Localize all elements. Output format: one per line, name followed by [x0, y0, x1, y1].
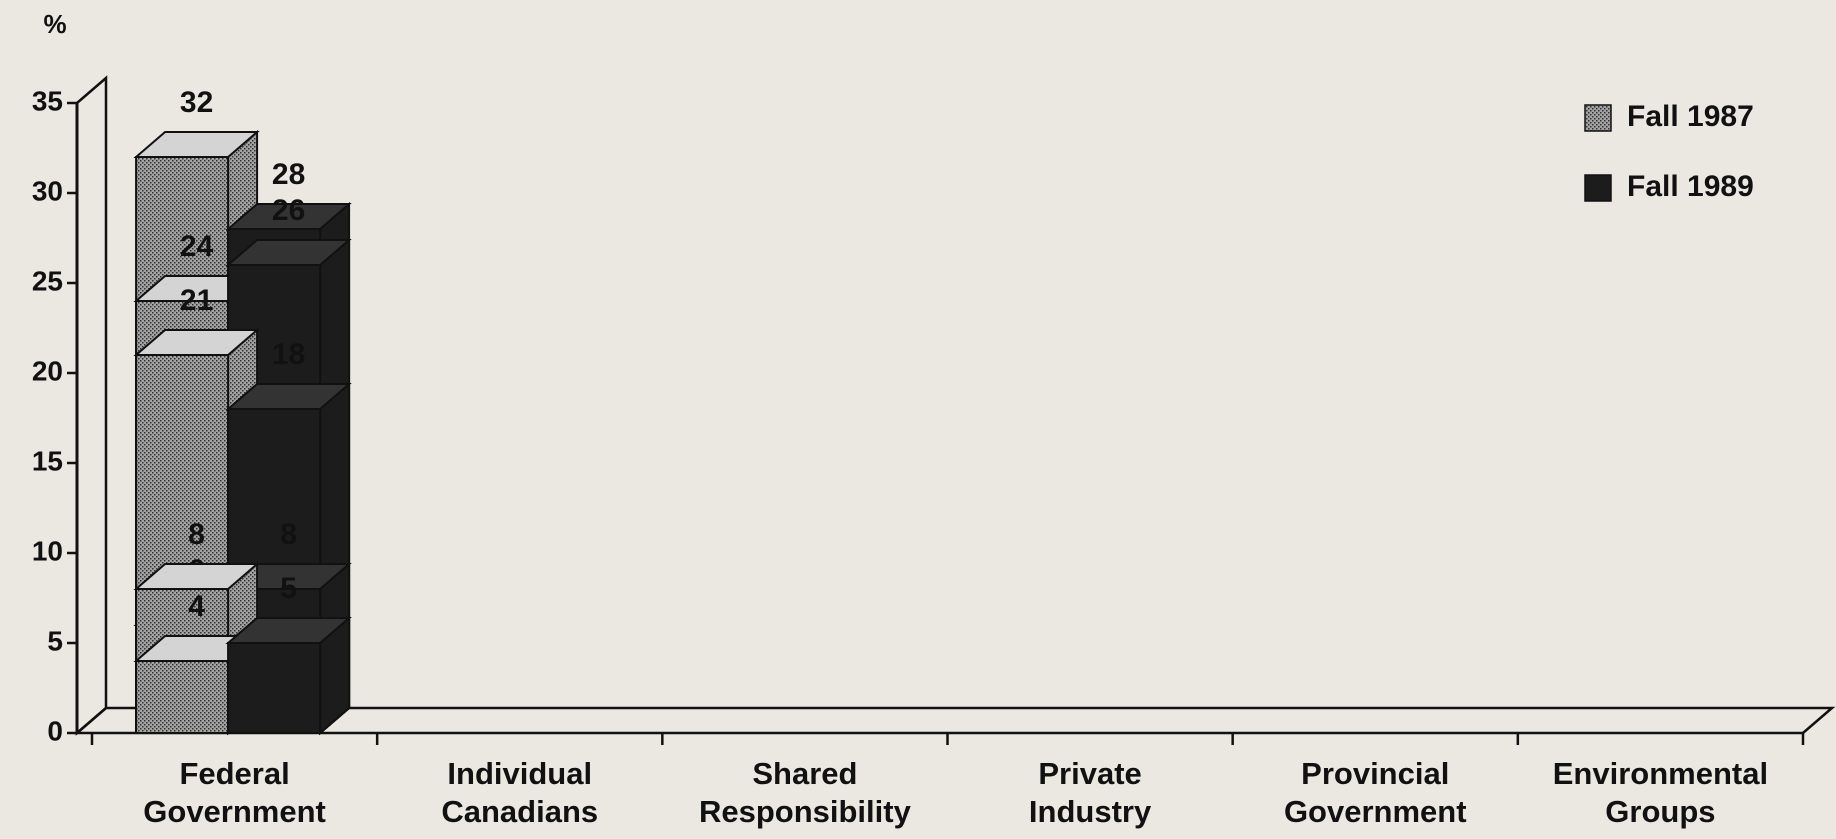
value-label: 21: [180, 284, 213, 317]
y-tick-label: 5: [47, 625, 63, 656]
value-label: 8: [188, 518, 205, 551]
legend-label: Fall 1987: [1627, 100, 1754, 133]
value-label: 18: [272, 338, 305, 371]
legend-swatch: [1584, 104, 1612, 132]
value-label: 26: [272, 194, 305, 227]
y-tick-label: 15: [32, 445, 63, 476]
y-axis-label: %: [43, 9, 66, 39]
x-tick-label: Individual Canadians: [441, 756, 598, 829]
y-tick-label: 10: [32, 535, 63, 566]
value-label: 28: [272, 158, 305, 191]
bar: [227, 642, 322, 734]
y-tick-label: 20: [32, 355, 63, 386]
value-label: 4: [188, 590, 205, 623]
x-tick-label: Shared Responsibility: [699, 756, 912, 829]
y-tick-label: 25: [32, 265, 63, 296]
y-tick-label: 35: [32, 85, 63, 116]
x-tick-label: Provincial Government: [1284, 756, 1467, 829]
legend-swatch: [1584, 174, 1612, 202]
value-label: 5: [280, 572, 297, 605]
y-tick-label: 30: [32, 175, 63, 206]
bar: [135, 660, 230, 734]
legend-label: Fall 1989: [1627, 170, 1754, 203]
value-label: 32: [180, 86, 213, 119]
x-tick-label: Environmental Groups: [1553, 756, 1768, 829]
value-label: 24: [180, 230, 214, 263]
x-tick-label: Federal Government: [143, 756, 326, 829]
y-tick-label: 0: [47, 715, 63, 746]
x-tick-label: Private Industry: [1029, 756, 1152, 829]
value-label: 5: [280, 572, 297, 605]
value-label: 8: [280, 518, 297, 551]
